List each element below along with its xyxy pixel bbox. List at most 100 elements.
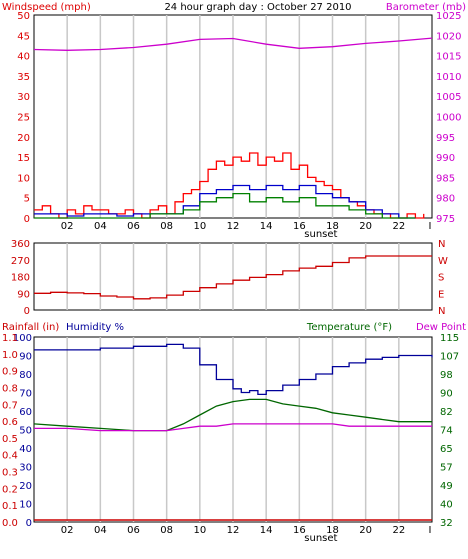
x-tick-label: 14 — [260, 525, 273, 536]
windspeed-tick-label: 40 — [17, 52, 30, 63]
x-tick-label: 02 — [61, 525, 74, 536]
rainfall-tick-label: 0.9 — [2, 367, 18, 378]
temperature-tick-label: 115 — [440, 333, 459, 344]
barometer-tick-label: 1000 — [436, 113, 461, 124]
windspeed-tick-label: 5 — [24, 194, 30, 205]
barometer-tick-label: 1020 — [436, 31, 461, 42]
windspeed-tick-label: 20 — [17, 133, 30, 144]
windspeed-tick-label: 30 — [17, 92, 30, 103]
wind-series-line — [34, 184, 416, 219]
chart-title: 24 hour graph day : October 27 2010 — [164, 2, 351, 13]
windspeed-tick-label: 25 — [17, 113, 30, 124]
direction-line — [34, 255, 432, 300]
humidity-tick-label: 90 — [19, 352, 32, 363]
windspeed-tick-label: 50 — [17, 11, 30, 22]
temperature-tick-label: 107 — [440, 352, 459, 363]
wind-series-line — [34, 192, 416, 219]
x-tick-label-end: I — [429, 221, 432, 232]
x-tick-label: 04 — [94, 221, 107, 232]
direction-tick-label: 270 — [11, 256, 30, 267]
direction-tick-label: 0 — [24, 306, 30, 317]
sunset-label: sunset — [304, 229, 337, 240]
barometer-tick-label: 980 — [436, 194, 455, 205]
x-tick-label: 06 — [127, 221, 140, 232]
temperature-tick-label: 98 — [440, 370, 453, 381]
windspeed-tick-label: 15 — [17, 153, 30, 164]
barometer-tick-label: 975 — [436, 214, 455, 225]
windspeed-tick-label: 10 — [17, 173, 30, 184]
x-tick-label: 18 — [326, 525, 339, 536]
compass-tick-label: N — [438, 239, 445, 250]
temperature-tick-label: 57 — [440, 463, 453, 474]
temperature-tick-label: 40 — [440, 500, 453, 511]
temperature-tick-label: 65 — [440, 444, 453, 455]
compass-tick-label: W — [438, 256, 448, 267]
rainfall-tick-label: 0.2 — [2, 484, 18, 495]
x-tick-label: 16 — [293, 221, 306, 232]
direction-tick-label: 360 — [11, 239, 30, 250]
temperature-tick-label: 49 — [440, 481, 453, 492]
humidity-tick-label: 60 — [19, 407, 32, 418]
humidity-tick-label: 10 — [19, 500, 32, 511]
x-tick-label: 12 — [227, 525, 240, 536]
barometer-tick-label: 985 — [436, 173, 455, 184]
barometer-tick-label: 1015 — [436, 52, 461, 63]
windspeed-tick-label: 0 — [24, 214, 30, 225]
x-tick-label: 02 — [61, 221, 74, 232]
x-tick-label: 22 — [392, 221, 405, 232]
humidity-tick-label: 100 — [13, 333, 32, 344]
direction-tick-label: 180 — [11, 273, 30, 284]
humidity-tick-label: 70 — [19, 389, 32, 400]
rainfall-tick-label: 0.0 — [2, 518, 18, 529]
temperature-tick-label: 90 — [440, 389, 453, 400]
barometer-tick-label: 990 — [436, 153, 455, 164]
x-tick-label: 22 — [392, 525, 405, 536]
temperature-tick-label: 32 — [440, 518, 453, 529]
dewpoint-line — [34, 423, 432, 432]
x-tick-label: 08 — [160, 221, 173, 232]
barometer-axis-label: Barometer (mb) — [386, 2, 466, 13]
humidity-tick-label: 30 — [19, 463, 32, 474]
x-tick-label: 18 — [326, 221, 339, 232]
humidity-tick-label: 50 — [19, 426, 32, 437]
compass-tick-label: S — [438, 273, 444, 284]
rainfall-tick-label: 0.3 — [2, 468, 18, 479]
x-tick-label: 04 — [94, 525, 107, 536]
x-tick-label: 10 — [193, 221, 206, 232]
barometer-line — [33, 37, 433, 51]
x-tick-label: 06 — [127, 525, 140, 536]
compass-tick-label: E — [438, 289, 444, 300]
sunset-label: sunset — [304, 533, 337, 544]
barometer-tick-label: 1005 — [436, 92, 461, 103]
humidity-tick-label: 80 — [19, 370, 32, 381]
barometer-tick-label: 1025 — [436, 11, 461, 22]
barometer-tick-label: 1010 — [436, 72, 461, 83]
humidity-tick-label: 40 — [19, 444, 32, 455]
dewpoint-axis-label: Dew Point — [416, 322, 466, 333]
windspeed-tick-label: 35 — [17, 72, 30, 83]
windspeed-axis-label: Windspeed (mph) — [2, 2, 91, 13]
x-tick-label-end: I — [429, 525, 432, 536]
rainfall-tick-label: 1.1 — [2, 333, 18, 344]
x-tick-label: 16 — [293, 525, 306, 536]
x-tick-label: 20 — [359, 221, 372, 232]
barometer-tick-label: 995 — [436, 133, 455, 144]
x-tick-label: 14 — [260, 221, 273, 232]
rainfall-axis-label: Rainfall (in) — [2, 322, 59, 333]
temperature-axis-label: Temperature (°F) — [306, 322, 392, 333]
x-tick-label: 08 — [160, 525, 173, 536]
rainfall-tick-label: 0.7 — [2, 400, 18, 411]
rainfall-tick-label: 0.5 — [2, 434, 18, 445]
humidity-axis-label: Humidity % — [66, 322, 124, 333]
humidity-tick-label: 0 — [26, 518, 32, 529]
temperature-tick-label: 74 — [440, 426, 453, 437]
x-tick-label: 10 — [193, 525, 206, 536]
compass-tick-label: N — [438, 306, 445, 317]
temperature-tick-label: 82 — [440, 407, 453, 418]
direction-tick-label: 90 — [17, 289, 30, 300]
rainfall-tick-label: 0.6 — [2, 417, 18, 428]
rainfall-tick-label: 1.0 — [2, 350, 18, 361]
x-tick-label: 20 — [359, 525, 372, 536]
